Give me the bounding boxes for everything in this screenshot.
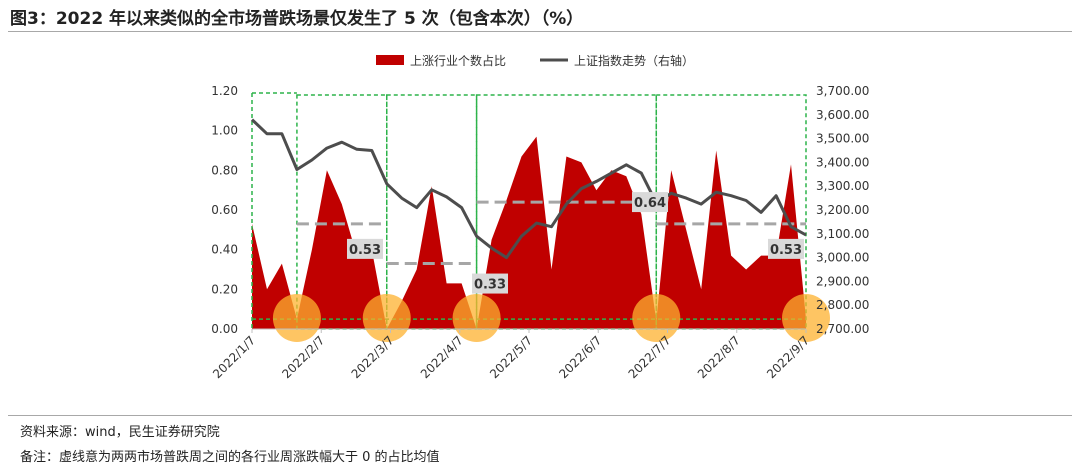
period-box [296, 94, 388, 330]
y-right-tick-label: 2,900.00 [816, 274, 869, 288]
drop-week-circle [362, 294, 411, 342]
title-divider [8, 31, 1072, 32]
average-label: 0.53 [770, 243, 802, 258]
legend-area-label: 上涨行业个数占比 [410, 53, 506, 68]
y-left-tick-label: 0.80 [211, 163, 238, 177]
chart-title: 图3：2022 年以来类似的全市场普跌场景仅发生了 5 次（包含本次）（%） [10, 9, 584, 29]
drop-week-circle [452, 294, 501, 342]
y-right-tick-label: 3,300.00 [816, 179, 869, 193]
x-tick-label: 2022/5/7 [487, 333, 535, 381]
y-left-tick-label: 0.00 [211, 322, 238, 336]
average-label-box [768, 238, 804, 259]
drop-week-circle [272, 294, 321, 342]
y-right-tick-label: 3,600.00 [816, 108, 869, 122]
drop-week-circle [782, 294, 830, 342]
drop-week-circle [632, 294, 681, 342]
average-label-box [632, 192, 668, 213]
average-label: 0.33 [474, 278, 506, 293]
y-right-tick-label: 2,700.00 [816, 322, 869, 336]
footer-divider [8, 415, 1072, 416]
source-note: 资料来源：wind，民生证券研究院 [20, 425, 220, 440]
x-tick-label: 2022/9/7 [764, 333, 812, 381]
y-left-tick-label: 1.20 [211, 84, 238, 98]
average-label: 0.64 [634, 196, 666, 211]
legend: 上涨行业个数占比 上证指数走势（右轴） [376, 53, 694, 68]
y-right-tick-label: 2,800.00 [816, 298, 869, 312]
x-tick-label: 2022/8/7 [695, 333, 743, 381]
y-right-tick-label: 3,700.00 [816, 84, 869, 98]
remark-note: 备注：虚线意为两两市场普跌周之间的各行业周涨跌幅大于 0 的占比均值 [20, 450, 440, 465]
y-left-tick-label: 0.20 [211, 282, 238, 296]
y-left-tick-label: 0.60 [211, 203, 238, 217]
legend-line-label: 上证指数走势（右轴） [574, 53, 694, 68]
line-series-index [250, 118, 807, 260]
average-label: 0.53 [349, 243, 381, 258]
y-left-tick-label: 0.40 [211, 243, 238, 257]
x-tick-label: 2022/6/7 [556, 333, 604, 381]
x-tick-label: 2022/1/7 [210, 333, 258, 381]
y-right-tick-label: 3,200.00 [816, 203, 869, 217]
y-right-tick-label: 3,500.00 [816, 132, 869, 146]
average-label-box [472, 273, 508, 294]
area-series-up-ratio [252, 136, 806, 329]
chart-svg: 上涨行业个数占比 上证指数走势（右轴） 0.53 0.33 0.64 0.53 1.2… [210, 53, 869, 381]
y-right-tick-label: 3,100.00 [816, 227, 869, 241]
y-left-tick-label: 1.00 [211, 124, 238, 138]
legend-area-swatch [376, 55, 404, 65]
average-label-box [347, 238, 383, 259]
y-right-tick-label: 3,400.00 [816, 155, 869, 169]
x-tick-label: 2022/3/7 [349, 333, 397, 381]
x-tick-label: 2022/4/7 [418, 333, 466, 381]
y-right-tick-label: 3,000.00 [816, 251, 869, 265]
